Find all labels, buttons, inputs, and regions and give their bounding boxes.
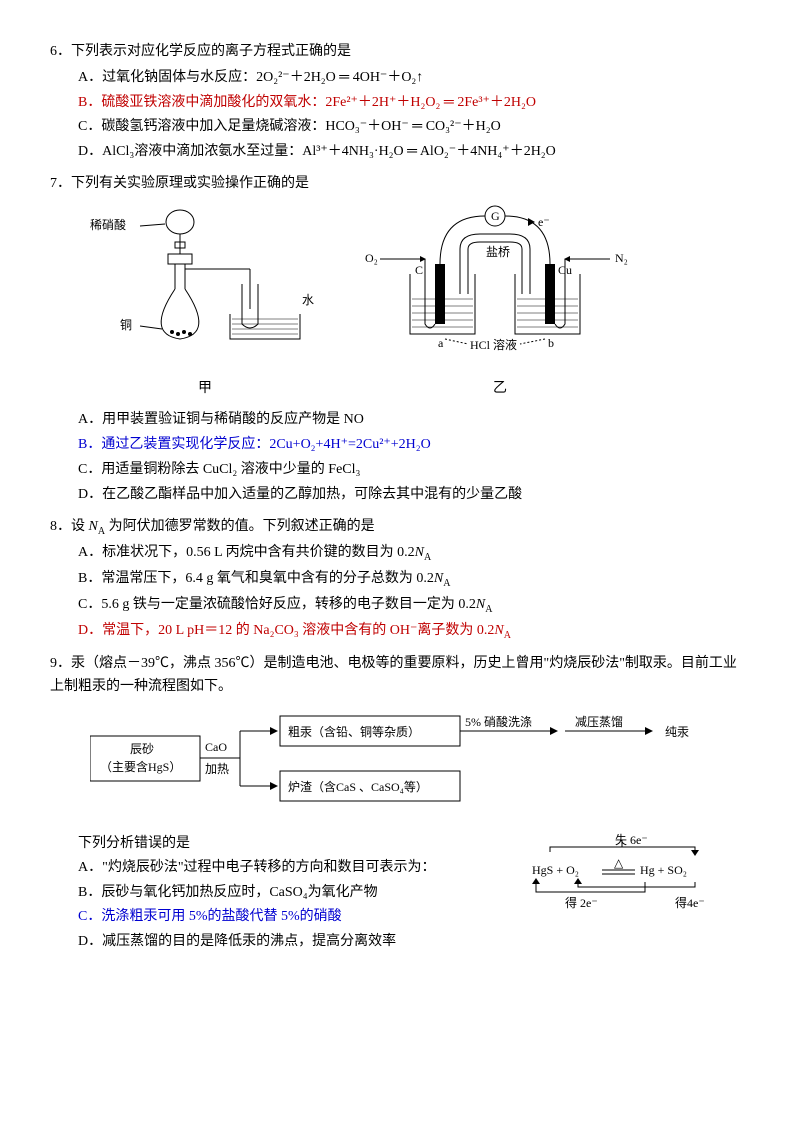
svg-text:Hg + SO₂: Hg + SO₂ — [640, 863, 687, 877]
label-e: e⁻ — [538, 215, 550, 229]
question-8: 8．设 NA 为阿伏加德罗常数的值。下列叙述正确的是 A．标准状况下，0.56 … — [50, 515, 750, 644]
q8-option-b: B．常温常压下，6.4 g 氧气和臭氧中含有的分子总数为 0.2NA — [78, 567, 750, 592]
q8-option-a: A．标准状况下，0.56 L 丙烷中含有共价键的数目为 0.2NA — [78, 541, 750, 566]
q7-diagrams: 稀硝酸 铜 水 甲 — [90, 204, 750, 401]
q6-number: 6． — [50, 44, 71, 59]
apparatus-jia-svg: 稀硝酸 铜 水 — [90, 204, 320, 364]
eq-get2e: 得 2e⁻ — [565, 895, 598, 910]
flow-end: 纯汞 — [665, 725, 689, 739]
q7-option-c: C．用适量铜粉除去 CuCl₂ 溶液中少量的 FeCl₃ — [78, 458, 750, 482]
q9-stem-text: 汞（熔点－39℃，沸点 356℃）是制造电池、电极等的重要原料，历史上曾用"灼烧… — [50, 656, 737, 695]
flow-arrow3: 减压蒸馏 — [575, 715, 623, 729]
flow-box1-l2: （主要含HgS） — [100, 759, 181, 774]
q8-c-text: C．5.6 g 铁与一定量浓硫酸恰好反应，转移的电子数目一定为 0.2 — [78, 597, 476, 612]
q8-d-sub: A — [504, 630, 511, 641]
q6-stem: 6．下列表示对应化学反应的离子方程式正确的是 — [50, 40, 750, 64]
q7-option-d: D．在乙酸乙酯样品中加入适量的乙醇加热，可除去其中混有的少量乙酸 — [78, 483, 750, 507]
q8-c-n: N — [476, 597, 485, 612]
label-water: 水 — [302, 293, 314, 307]
label-salt-bridge: 盐桥 — [486, 245, 510, 259]
question-6: 6．下列表示对应化学反应的离子方程式正确的是 A．过氧化钠固体与水反应：2O₂²… — [50, 40, 750, 164]
q8-option-d: D．常温下，20 L pH＝12 的 Na₂CO₃ 溶液中含有的 OH⁻离子数为… — [78, 619, 750, 644]
q8-d-text: D．常温下，20 L pH＝12 的 Na₂CO₃ 溶液中含有的 OH⁻离子数为… — [78, 623, 494, 638]
q8-option-c: C．5.6 g 铁与一定量浓硫酸恰好反应，转移的电子数目一定为 0.2NA — [78, 593, 750, 618]
q8-b-n: N — [434, 571, 443, 586]
caption-jia: 甲 — [90, 377, 320, 401]
flow-box1-l1: 辰砂 — [130, 742, 154, 756]
q6-option-c: C．碳酸氢钙溶液中加入足量烧碱溶液：HCO₃⁻＋OH⁻ ═ CO₃²⁻＋H₂O — [78, 115, 750, 139]
eq-lose: 失 6e⁻ — [615, 832, 648, 847]
q6-option-b: B．硫酸亚铁溶液中滴加酸化的双氧水：2Fe²⁺＋2H⁺＋H₂O₂ ═ 2Fe³⁺… — [78, 91, 750, 115]
eq-get4e: 得4e⁻ — [675, 895, 705, 910]
q8-c-sub: A — [485, 604, 492, 615]
q8-d-n: N — [494, 623, 503, 638]
label-copper: 铜 — [120, 317, 132, 332]
diagram-jia: 稀硝酸 铜 水 甲 — [90, 204, 320, 401]
q7-option-a: A．用甲装置验证铜与稀硝酸的反应产物是 NO — [78, 408, 750, 432]
question-7: 7．下列有关实验原理或实验操作正确的是 — [50, 172, 750, 507]
q7-stem: 7．下列有关实验原理或实验操作正确的是 — [50, 172, 750, 196]
q8-b-sub: A — [443, 578, 450, 589]
q8-na-n: N — [89, 519, 98, 534]
q7-option-b: B．通过乙装置实现化学反应：2Cu+O₂+4H⁺=2Cu²⁺+2H₂O — [78, 433, 750, 457]
q9-equation-diagram: 失 6e⁻ HgS + O₂ △ Hg + SO₂ 得 2e⁻ 得4e⁻ — [530, 832, 750, 931]
q9-option-d: D．减压蒸馏的目的是降低汞的沸点，提高分离效率 — [78, 930, 750, 954]
label-cu: Cu — [558, 263, 572, 277]
flow-svg: 辰砂 （主要含HgS） CaO 加热 粗汞（含铅、铜等杂质） 炉渣（含CaS 、… — [90, 711, 710, 811]
q8-na-a: A — [98, 525, 105, 536]
q9-number: 9． — [50, 656, 71, 671]
q8-stem-post: 为阿伏加德罗常数的值。下列叙述正确的是 — [105, 519, 375, 534]
label-dilute-nitric: 稀硝酸 — [90, 217, 126, 232]
svg-text:△: △ — [614, 856, 624, 870]
q8-a-sub: A — [424, 552, 431, 563]
flow-arrow1-top: CaO — [205, 740, 227, 754]
eq-svg: 失 6e⁻ HgS + O₂ △ Hg + SO₂ 得 2e⁻ 得4e⁻ — [530, 832, 750, 922]
q8-a-n: N — [415, 545, 424, 560]
flow-arrow1-bot: 加热 — [205, 762, 229, 776]
label-o2: O₂ — [365, 251, 378, 265]
q9-stem: 9．汞（熔点－39℃，沸点 356℃）是制造电池、电极等的重要原料，历史上曾用"… — [50, 652, 750, 700]
svg-text:HgS + O₂: HgS + O₂ — [532, 863, 579, 877]
apparatus-yi-svg: G e⁻ O₂ N₂ C Cu 盐桥 a b HCl 溶液 — [360, 204, 640, 364]
caption-yi: 乙 — [360, 377, 640, 401]
q8-stem: 8．设 NA 为阿伏加德罗常数的值。下列叙述正确的是 — [50, 515, 750, 540]
label-b: b — [548, 336, 554, 350]
q8-options: A．标准状况下，0.56 L 丙烷中含有共价键的数目为 0.2NA B．常温常压… — [50, 541, 750, 643]
q7-number: 7． — [50, 176, 71, 191]
label-a: a — [438, 336, 444, 350]
q6-option-a: A．过氧化钠固体与水反应：2O₂²⁻＋2H₂O ═ 4OH⁻＋O₂↑ — [78, 66, 750, 90]
q7-options: A．用甲装置验证铜与稀硝酸的反应产物是 NO B．通过乙装置实现化学反应：2Cu… — [50, 408, 750, 506]
diagram-yi: G e⁻ O₂ N₂ C Cu 盐桥 a b HCl 溶液 乙 — [360, 204, 640, 401]
q8-stem-pre: 设 — [71, 519, 89, 534]
q8-b-text: B．常温常压下，6.4 g 氧气和臭氧中含有的分子总数为 0.2 — [78, 571, 434, 586]
flow-arrow2: 5% 硝酸洗涤 — [465, 714, 532, 729]
flow-box2: 粗汞（含铅、铜等杂质） — [288, 724, 420, 739]
q9-flow-diagram: 辰砂 （主要含HgS） CaO 加热 粗汞（含铅、铜等杂质） 炉渣（含CaS 、… — [90, 711, 750, 820]
q6-stem-text: 下列表示对应化学反应的离子方程式正确的是 — [71, 44, 351, 59]
q8-number: 8． — [50, 519, 71, 534]
label-hcl: HCl 溶液 — [470, 337, 517, 352]
q7-stem-text: 下列有关实验原理或实验操作正确的是 — [71, 176, 309, 191]
q8-a-text: A．标准状况下，0.56 L 丙烷中含有共价键的数目为 0.2 — [78, 545, 415, 560]
label-c: C — [415, 263, 423, 277]
flow-box3: 炉渣（含CaS 、CaSO₄等） — [288, 779, 428, 794]
q6-option-d: D．AlCl₃溶液中滴加浓氨水至过量：Al³⁺＋4NH₃·H₂O ═ AlO₂⁻… — [78, 140, 750, 164]
label-n2: N₂ — [615, 251, 628, 265]
question-9: 9．汞（熔点－39℃，沸点 356℃）是制造电池、电极等的重要原料，历史上曾用"… — [50, 652, 750, 955]
label-g: G — [491, 209, 500, 223]
q6-options: A．过氧化钠固体与水反应：2O₂²⁻＋2H₂O ═ 4OH⁻＋O₂↑ B．硫酸亚… — [50, 66, 750, 164]
